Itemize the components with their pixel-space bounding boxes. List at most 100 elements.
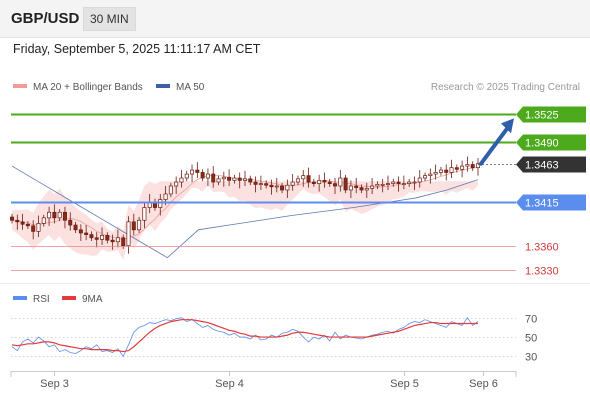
candle [348,180,353,198]
candle-body [47,211,52,219]
candle-body [179,177,184,183]
candle [41,214,46,227]
candle [290,174,295,191]
levels-layer: 1.3525 1.3490 1.3463 1.3415 1.3360 1.3330 [11,106,586,278]
candle-body [216,178,221,183]
candle-body [375,184,380,187]
candle-body [317,180,322,184]
candle [184,170,189,182]
candle [396,176,401,192]
candle-body [274,185,279,188]
candle-body [295,178,300,183]
candle [295,175,300,186]
rsi-tick-label: 30 [525,352,537,364]
candle [78,224,83,241]
bollinger-band-area [12,181,478,261]
candle-body [115,237,120,243]
candle-body [290,181,295,186]
candle-body [285,184,290,191]
level-label: 1.3490 [525,138,559,150]
candle [36,215,41,237]
candle-body [57,211,62,219]
candle-body [41,217,46,224]
candle-body [200,172,205,179]
candle-body [385,183,390,185]
candle-body [438,169,443,173]
candle [216,175,221,186]
candle-body [184,173,189,179]
symbol-title: GBP/USD [11,10,80,27]
candle [391,178,396,187]
candle [15,214,20,230]
rsi-tick-label: 50 [525,333,537,345]
candle-body [311,181,316,184]
candle [465,156,470,172]
candle [62,206,67,229]
level-label: 1.3463 [525,160,559,172]
timeframe-button[interactable]: 30 MIN [83,7,136,31]
candle [401,175,406,190]
rsi-legend-swatch [13,296,27,300]
candle [264,180,269,189]
time-tick-label: Sep 6 [469,378,498,390]
candle-body [444,169,449,173]
forecast-arrow-head [501,118,514,134]
candle [105,232,110,244]
candle-body [205,173,210,179]
candle [428,168,433,184]
candle-body [412,181,417,184]
candle [200,169,205,182]
candle-body [52,211,57,219]
candle [285,179,290,198]
candle [274,178,279,193]
candle-body [142,207,147,221]
candle-body [20,221,25,225]
candle-body [343,177,348,191]
candle-body [126,221,131,247]
candle [433,164,438,180]
candle [380,178,385,193]
chart-background-layer [0,181,590,284]
candle-body [401,183,406,185]
candle-body [110,239,115,243]
candle [412,176,417,190]
candle-body [258,183,263,185]
candle-body [15,219,20,223]
candle [221,171,226,187]
candle [25,221,30,230]
candle [470,161,475,171]
candle-body [396,181,401,184]
candle [306,167,311,188]
candle-body [476,163,480,169]
candle-body [338,177,343,187]
candle-body [301,175,306,180]
candle-body [333,183,338,187]
candle [258,175,263,190]
candle-body [322,180,327,183]
candle-body [465,164,470,167]
candle-body [10,216,14,221]
candle-body [163,193,168,200]
candle-body [280,185,285,191]
candle [460,160,465,178]
candle [354,178,359,194]
candle [375,181,380,190]
candle [476,158,480,176]
candle-body [84,232,89,235]
candle [137,217,142,233]
candle-body [327,181,332,184]
candle-body [137,219,142,231]
candle-body [348,185,353,191]
candle [407,178,412,187]
candle-body [354,185,359,188]
time-tick-label: Sep 4 [215,378,244,390]
candle [243,170,247,186]
candle [237,172,242,189]
candle-body [78,229,83,234]
candle [174,176,179,194]
candle-body [174,181,179,187]
candles-layer [10,156,480,254]
level-tag-current [516,156,586,173]
candle-body [89,234,94,239]
